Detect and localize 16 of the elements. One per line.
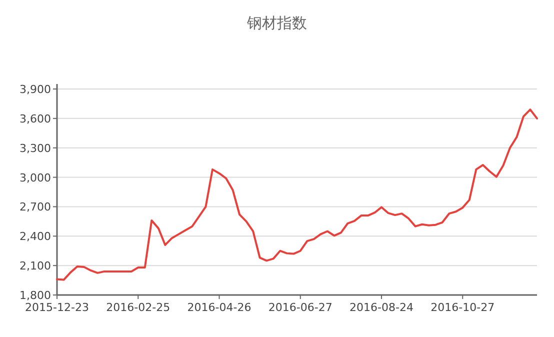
x-tick-label: 2016-08-24	[350, 301, 414, 314]
x-tick-label: 2016-10-27	[430, 301, 495, 314]
y-tick-label: 2,100	[20, 260, 51, 273]
chart-title: 钢材指数	[246, 14, 307, 32]
y-tick-label: 2,400	[20, 230, 51, 244]
x-tick-label: 2016-04-26	[187, 301, 252, 314]
y-tick-label: 1,800	[20, 289, 51, 302]
line-series	[56, 108, 538, 281]
y-tick-label: 3,000	[20, 171, 51, 184]
y-tick-label: 3,900	[20, 83, 51, 96]
x-tick-label: 2015-12-23	[25, 301, 89, 314]
y-tick-label: 2,700	[20, 200, 51, 214]
y-tick-label: 3,600	[20, 112, 51, 126]
x-tick-label: 2016-06-27	[268, 301, 332, 314]
x-tick-label: 2016-02-25	[106, 301, 170, 314]
y-tick-label: 3,300	[20, 142, 51, 155]
